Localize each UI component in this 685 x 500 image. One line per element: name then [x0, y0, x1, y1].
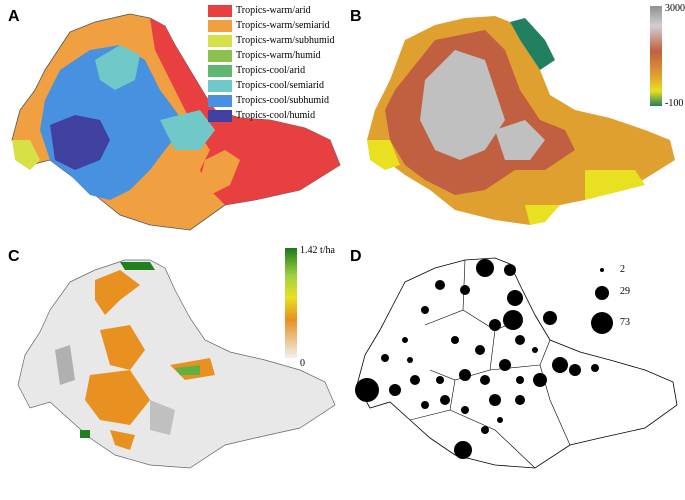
legend-a-swatch-6 [208, 95, 232, 107]
legend-a-swatch-4 [208, 65, 232, 77]
legend-a-label-6: Tropics-cool/subhumid [236, 95, 329, 106]
panel-d-sites-map: D 2 29 73 [345, 240, 685, 500]
legend-d-circle-small [600, 268, 604, 272]
legend-a-label-2: Tropics-warm/subhumid [236, 35, 335, 46]
legend-a-swatch-7 [208, 110, 232, 122]
legend-d-label-2: 73 [620, 317, 630, 328]
legend-d-circles [591, 268, 613, 334]
legend-a-swatch-0 [208, 5, 232, 17]
yield-color-scale [285, 248, 297, 358]
scale-b-bottom-label: -100 m [665, 98, 685, 109]
legend-a-swatch-5 [208, 80, 232, 92]
legend-a-label-1: Tropics-warm/semiarid [236, 20, 330, 31]
map-b-country [367, 16, 675, 225]
panel-c-yield-map: C 1.42 t/ha 0 [0, 240, 345, 500]
panel-letter-d: D [350, 248, 362, 265]
panel-letter-b: B [350, 8, 362, 25]
map-d-country [355, 257, 678, 469]
map-a-country [11, 13, 341, 231]
legend-a-label-5: Tropics-cool/semiarid [236, 80, 324, 91]
scale-c-bottom-label: 0 [300, 358, 305, 369]
panel-letter-a: A [8, 8, 20, 25]
panel-a-agroecology-map: A Tropics-warm/arid Tropics-warm/semiari… [0, 0, 345, 240]
legend-a-swatch-2 [208, 35, 232, 47]
elevation-color-scale [650, 6, 662, 106]
legend-d-circle-large [591, 312, 613, 334]
scale-b-top-label: 3000 m [665, 3, 685, 14]
site-circles [355, 259, 599, 459]
legend-d-circle-medium [595, 286, 609, 300]
legend-a-label-0: Tropics-warm/arid [236, 5, 311, 16]
legend-a-label-7: Tropics-cool/humid [236, 110, 316, 121]
legend-a-label-4: Tropics-cool/arid [236, 65, 306, 76]
scale-c-top-label: 1.42 t/ha [300, 245, 335, 256]
legend-d-label-0: 2 [620, 264, 625, 275]
panel-letter-c: C [8, 248, 20, 265]
panel-b-elevation-map: B 3000 m -100 m [345, 0, 685, 240]
legend-a-swatch-3 [208, 50, 232, 62]
map-c-country [17, 259, 336, 469]
legend-a-label-3: Tropics-warm/humid [236, 50, 321, 61]
legend-d-label-1: 29 [620, 286, 630, 297]
legend-a-swatch-1 [208, 20, 232, 32]
